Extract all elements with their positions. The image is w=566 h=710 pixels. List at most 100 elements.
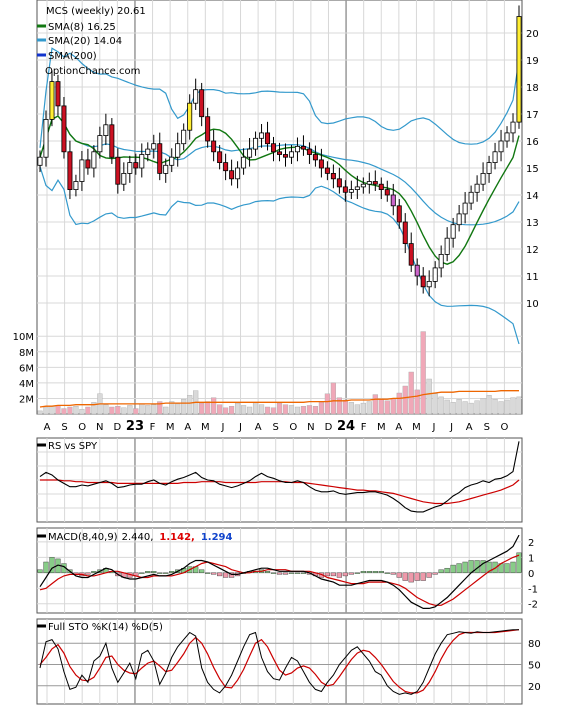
candle-body — [360, 183, 366, 188]
candle-body — [211, 140, 217, 153]
macd-histogram-bar — [420, 572, 426, 581]
macd-histogram-bar — [426, 572, 432, 578]
volume-bar — [456, 399, 462, 415]
volume-bar — [324, 393, 330, 415]
candle-body — [121, 172, 127, 185]
macd-histogram-bar — [169, 571, 175, 574]
sto-legend: Full STO %K(14) %D(5) — [37, 622, 163, 633]
volume-bar — [187, 395, 193, 415]
macd-histogram-bar — [372, 571, 378, 574]
macd-histogram-bar — [366, 571, 372, 574]
time-axis-label: 23 — [126, 419, 144, 434]
macd-histogram-bar — [49, 557, 55, 574]
candle-body — [378, 183, 384, 190]
candle-body — [372, 181, 378, 185]
macd-legend: MACD(8,40,9) 2.440, 1.142, 1.294 — [37, 532, 233, 543]
volume-bar — [444, 399, 450, 415]
candle-body — [420, 275, 426, 288]
candle-body — [486, 162, 492, 174]
sto-panel — [39, 629, 520, 695]
price-panel — [37, 5, 522, 345]
candle-body — [492, 151, 498, 164]
volume-bar — [121, 407, 127, 415]
macd-histogram-bar — [348, 572, 354, 575]
volume-bar — [240, 405, 247, 415]
time-axis-label: A — [255, 422, 262, 433]
candle-body — [247, 148, 253, 158]
candle-body — [336, 178, 342, 188]
candle-body — [259, 132, 265, 139]
candle-body — [49, 81, 55, 120]
volume-bar — [115, 406, 121, 415]
rs-panel — [39, 441, 520, 513]
macd-histogram-bar — [199, 569, 205, 574]
candle-body — [181, 129, 187, 145]
rs-legend: RS vs SPY — [37, 441, 98, 452]
macd-histogram-bar — [37, 569, 43, 574]
macd-histogram-bar — [151, 571, 157, 574]
sto-tick-label: 20 — [528, 682, 541, 693]
volume-tick-label: 6M — [19, 363, 34, 374]
macd-histogram-bar — [336, 572, 342, 578]
macd-histogram-bar — [85, 572, 91, 575]
volume-bar — [366, 401, 372, 415]
time-axis-label: J — [449, 422, 453, 433]
time-axis-label: J — [220, 422, 224, 433]
volume-bar — [229, 406, 235, 415]
volume-tick-label: 8M — [19, 348, 34, 359]
volume-bar — [420, 331, 426, 415]
candle-body — [253, 137, 259, 150]
candle-body — [330, 172, 336, 180]
volume-bar — [145, 405, 151, 415]
macd-histogram-bar — [432, 572, 438, 575]
volume-bar — [169, 401, 175, 415]
candle-body — [444, 237, 450, 255]
volume-bar — [348, 402, 354, 415]
candle-body — [235, 167, 241, 180]
time-axis-label: A — [466, 422, 473, 433]
candle-body — [384, 189, 390, 196]
volume-bar — [103, 404, 109, 415]
macd-histogram-bar — [91, 571, 97, 574]
candle-body — [241, 156, 247, 169]
candle-body — [103, 124, 109, 137]
candle-body — [199, 89, 205, 118]
candle-body — [348, 189, 354, 193]
volume-bar — [127, 405, 133, 415]
candle-body — [432, 267, 438, 282]
volume-bar — [504, 399, 510, 415]
macd-tick-label: 2 — [528, 538, 534, 549]
volume-bar — [43, 406, 49, 415]
volume-bar — [330, 382, 336, 415]
candle-body — [37, 156, 43, 166]
candle-body — [91, 151, 97, 169]
macd-histogram-bar — [294, 572, 301, 574]
bollinger-lower-line — [39, 166, 520, 345]
macd-histogram-bar — [139, 572, 145, 574]
macd-histogram-bar — [486, 561, 492, 574]
candle-body — [229, 170, 235, 180]
volume-bar — [37, 410, 43, 415]
macd-signal-value: 1.142, — [159, 532, 194, 543]
volume-bar — [264, 406, 271, 415]
volume-bar — [384, 400, 390, 415]
time-axis-label: D — [114, 422, 122, 433]
macd-histogram-bar — [360, 571, 366, 574]
price-tick-label: 13 — [526, 218, 539, 229]
candle-body — [205, 116, 211, 142]
macd-hist-value: 1.294 — [201, 532, 233, 543]
volume-bar — [342, 399, 348, 415]
candle-body — [157, 143, 163, 174]
time-axis-label: O — [78, 422, 86, 433]
macd-tick-label: 0 — [528, 569, 534, 580]
volume-bar — [223, 407, 229, 415]
candle-body — [193, 89, 199, 104]
macd-histogram-bar — [300, 572, 307, 574]
legend-label-sma200: SMA(200) — [48, 51, 97, 62]
volume-bar — [211, 397, 217, 415]
candle-body — [312, 154, 318, 161]
candle-body — [366, 181, 372, 185]
volume-bar — [73, 406, 79, 415]
candle-body — [294, 145, 300, 153]
macd-histogram-bar — [444, 567, 450, 574]
